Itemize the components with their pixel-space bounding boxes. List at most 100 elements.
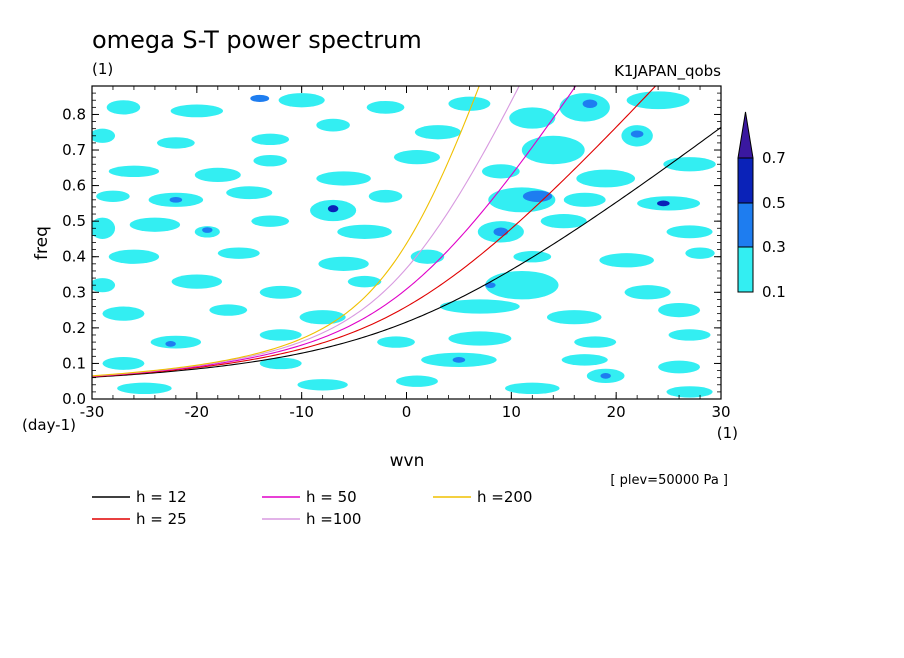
contour-blob-84 xyxy=(505,382,560,395)
contour-blob-73 xyxy=(574,336,617,348)
contour-blob-6 xyxy=(509,107,556,129)
x-axis-label: wvn xyxy=(390,451,425,471)
x-tick-label-2: -10 xyxy=(289,403,314,421)
contour-blob-39 xyxy=(129,217,181,232)
contour-blob-83 xyxy=(396,375,438,387)
x-tick-label-6: 30 xyxy=(711,403,730,421)
contour-blob-0 xyxy=(106,100,141,115)
y-tick-label-2: 0.2 xyxy=(62,319,86,337)
contour-blob-47 xyxy=(666,225,713,239)
colorbar-label-3: 0.7 xyxy=(762,149,786,167)
colorbar-segment-2 xyxy=(737,157,754,204)
contour-blob-63 xyxy=(209,304,248,316)
x-tick-label-4: 10 xyxy=(502,403,521,421)
contour-blob-65 xyxy=(440,299,520,314)
contour-blob-7 xyxy=(559,93,610,122)
y-tick-label-4: 0.4 xyxy=(62,248,86,266)
legend: h = 12 h = 25 h = 50 h =100 h =200 xyxy=(92,488,532,528)
y-unit-label: (day-1) xyxy=(22,416,76,434)
contour-blob-49 xyxy=(217,247,260,259)
x-tick-label-3: 0 xyxy=(402,403,412,421)
dataset-label: K1JAPAN_qobs xyxy=(614,62,721,81)
contour-blob-58 xyxy=(347,275,382,288)
colorbar-label-2: 0.5 xyxy=(762,194,786,212)
contour-blob-86 xyxy=(600,373,611,379)
contour-layer xyxy=(92,91,716,398)
tick-layer: -30 -20 -10 0 10 20 30 0.0 0.1 0.2 0.3 0.4 0.5 0.6 0.7… xyxy=(62,85,731,421)
contour-blob-46 xyxy=(540,214,587,229)
x-tick-label-0: -30 xyxy=(80,403,105,421)
contour-blob-13 xyxy=(316,118,350,132)
contour-blob-57 xyxy=(259,285,302,299)
contour-blob-22 xyxy=(393,150,441,165)
contour-blob-71 xyxy=(377,336,415,348)
contour-blob-23 xyxy=(481,164,520,179)
contour-blob-74 xyxy=(668,329,711,341)
plev-note: [ plev=50000 Pa ] xyxy=(610,473,728,488)
dispersion-curve-1 xyxy=(92,86,657,378)
contour-blob-87 xyxy=(666,386,713,398)
contour-blob-28 xyxy=(169,196,183,203)
contour-blob-26 xyxy=(96,190,130,202)
contour-blob-69 xyxy=(165,341,176,347)
contour-blob-31 xyxy=(327,205,339,213)
contour-blob-81 xyxy=(117,382,172,395)
y-tick-label-0: 0.0 xyxy=(62,390,86,408)
contour-blob-75 xyxy=(102,357,145,370)
dispersion-curve-0 xyxy=(92,126,721,378)
contour-blob-4 xyxy=(366,100,405,114)
contour-blob-62 xyxy=(102,306,145,321)
contour-blob-29 xyxy=(226,186,273,200)
contour-blob-70 xyxy=(259,329,302,341)
contour-blob-14 xyxy=(414,125,462,140)
colorbar-segment-1 xyxy=(737,202,754,248)
contour-blob-1 xyxy=(170,104,224,118)
contour-blob-82 xyxy=(297,379,348,391)
dispersion-curve-3 xyxy=(92,86,520,377)
y-tick-label-8: 0.8 xyxy=(62,105,86,123)
chart-title: omega S-T power spectrum xyxy=(92,26,422,54)
contour-blob-17 xyxy=(630,130,644,138)
contour-blob-35 xyxy=(563,192,606,207)
contour-blob-45 xyxy=(493,227,509,237)
x-tick-label-1: -20 xyxy=(185,403,210,421)
y-tick-label-6: 0.6 xyxy=(62,177,86,195)
contour-blob-3 xyxy=(250,94,270,103)
legend-label-1: h = 25 xyxy=(136,510,187,528)
dispersion-curve-layer xyxy=(92,86,721,378)
contour-blob-41 xyxy=(202,227,213,233)
contour-blob-15 xyxy=(521,135,585,165)
dispersion-curve-4 xyxy=(92,86,480,377)
contour-blob-67 xyxy=(658,302,701,318)
contour-blob-21 xyxy=(316,171,371,186)
contour-blob-32 xyxy=(368,189,403,203)
legend-label-3: h =100 xyxy=(306,510,361,528)
contour-blob-61 xyxy=(624,285,671,300)
contour-blob-25 xyxy=(663,157,716,172)
legend-label-0: h = 12 xyxy=(136,488,187,506)
contour-blob-10 xyxy=(92,128,116,143)
title-unit: (1) xyxy=(92,60,113,78)
contour-blob-56 xyxy=(171,274,222,289)
contour-blob-76 xyxy=(259,357,302,370)
contour-blob-8 xyxy=(582,99,598,109)
contour-blob-50 xyxy=(318,256,369,271)
colorbar-label-1: 0.3 xyxy=(762,238,786,256)
colorbar-extension-triangle xyxy=(737,111,754,159)
dispersion-curve-2 xyxy=(92,86,577,377)
contour-blob-64 xyxy=(299,310,346,325)
contour-blob-18 xyxy=(108,165,160,178)
contour-blob-48 xyxy=(108,249,160,264)
y-tick-label-3: 0.3 xyxy=(62,283,86,301)
contour-blob-12 xyxy=(251,133,290,146)
y-tick-label-5: 0.5 xyxy=(62,212,86,230)
contour-blob-43 xyxy=(337,224,392,239)
y-axis-label: freq xyxy=(32,226,52,260)
contour-blob-38 xyxy=(92,217,116,239)
contour-blob-53 xyxy=(599,253,654,268)
colorbar: 0.1 0.3 0.5 0.7 xyxy=(737,111,786,301)
x-unit-label: (1) xyxy=(717,424,738,442)
plot-background xyxy=(92,86,721,399)
